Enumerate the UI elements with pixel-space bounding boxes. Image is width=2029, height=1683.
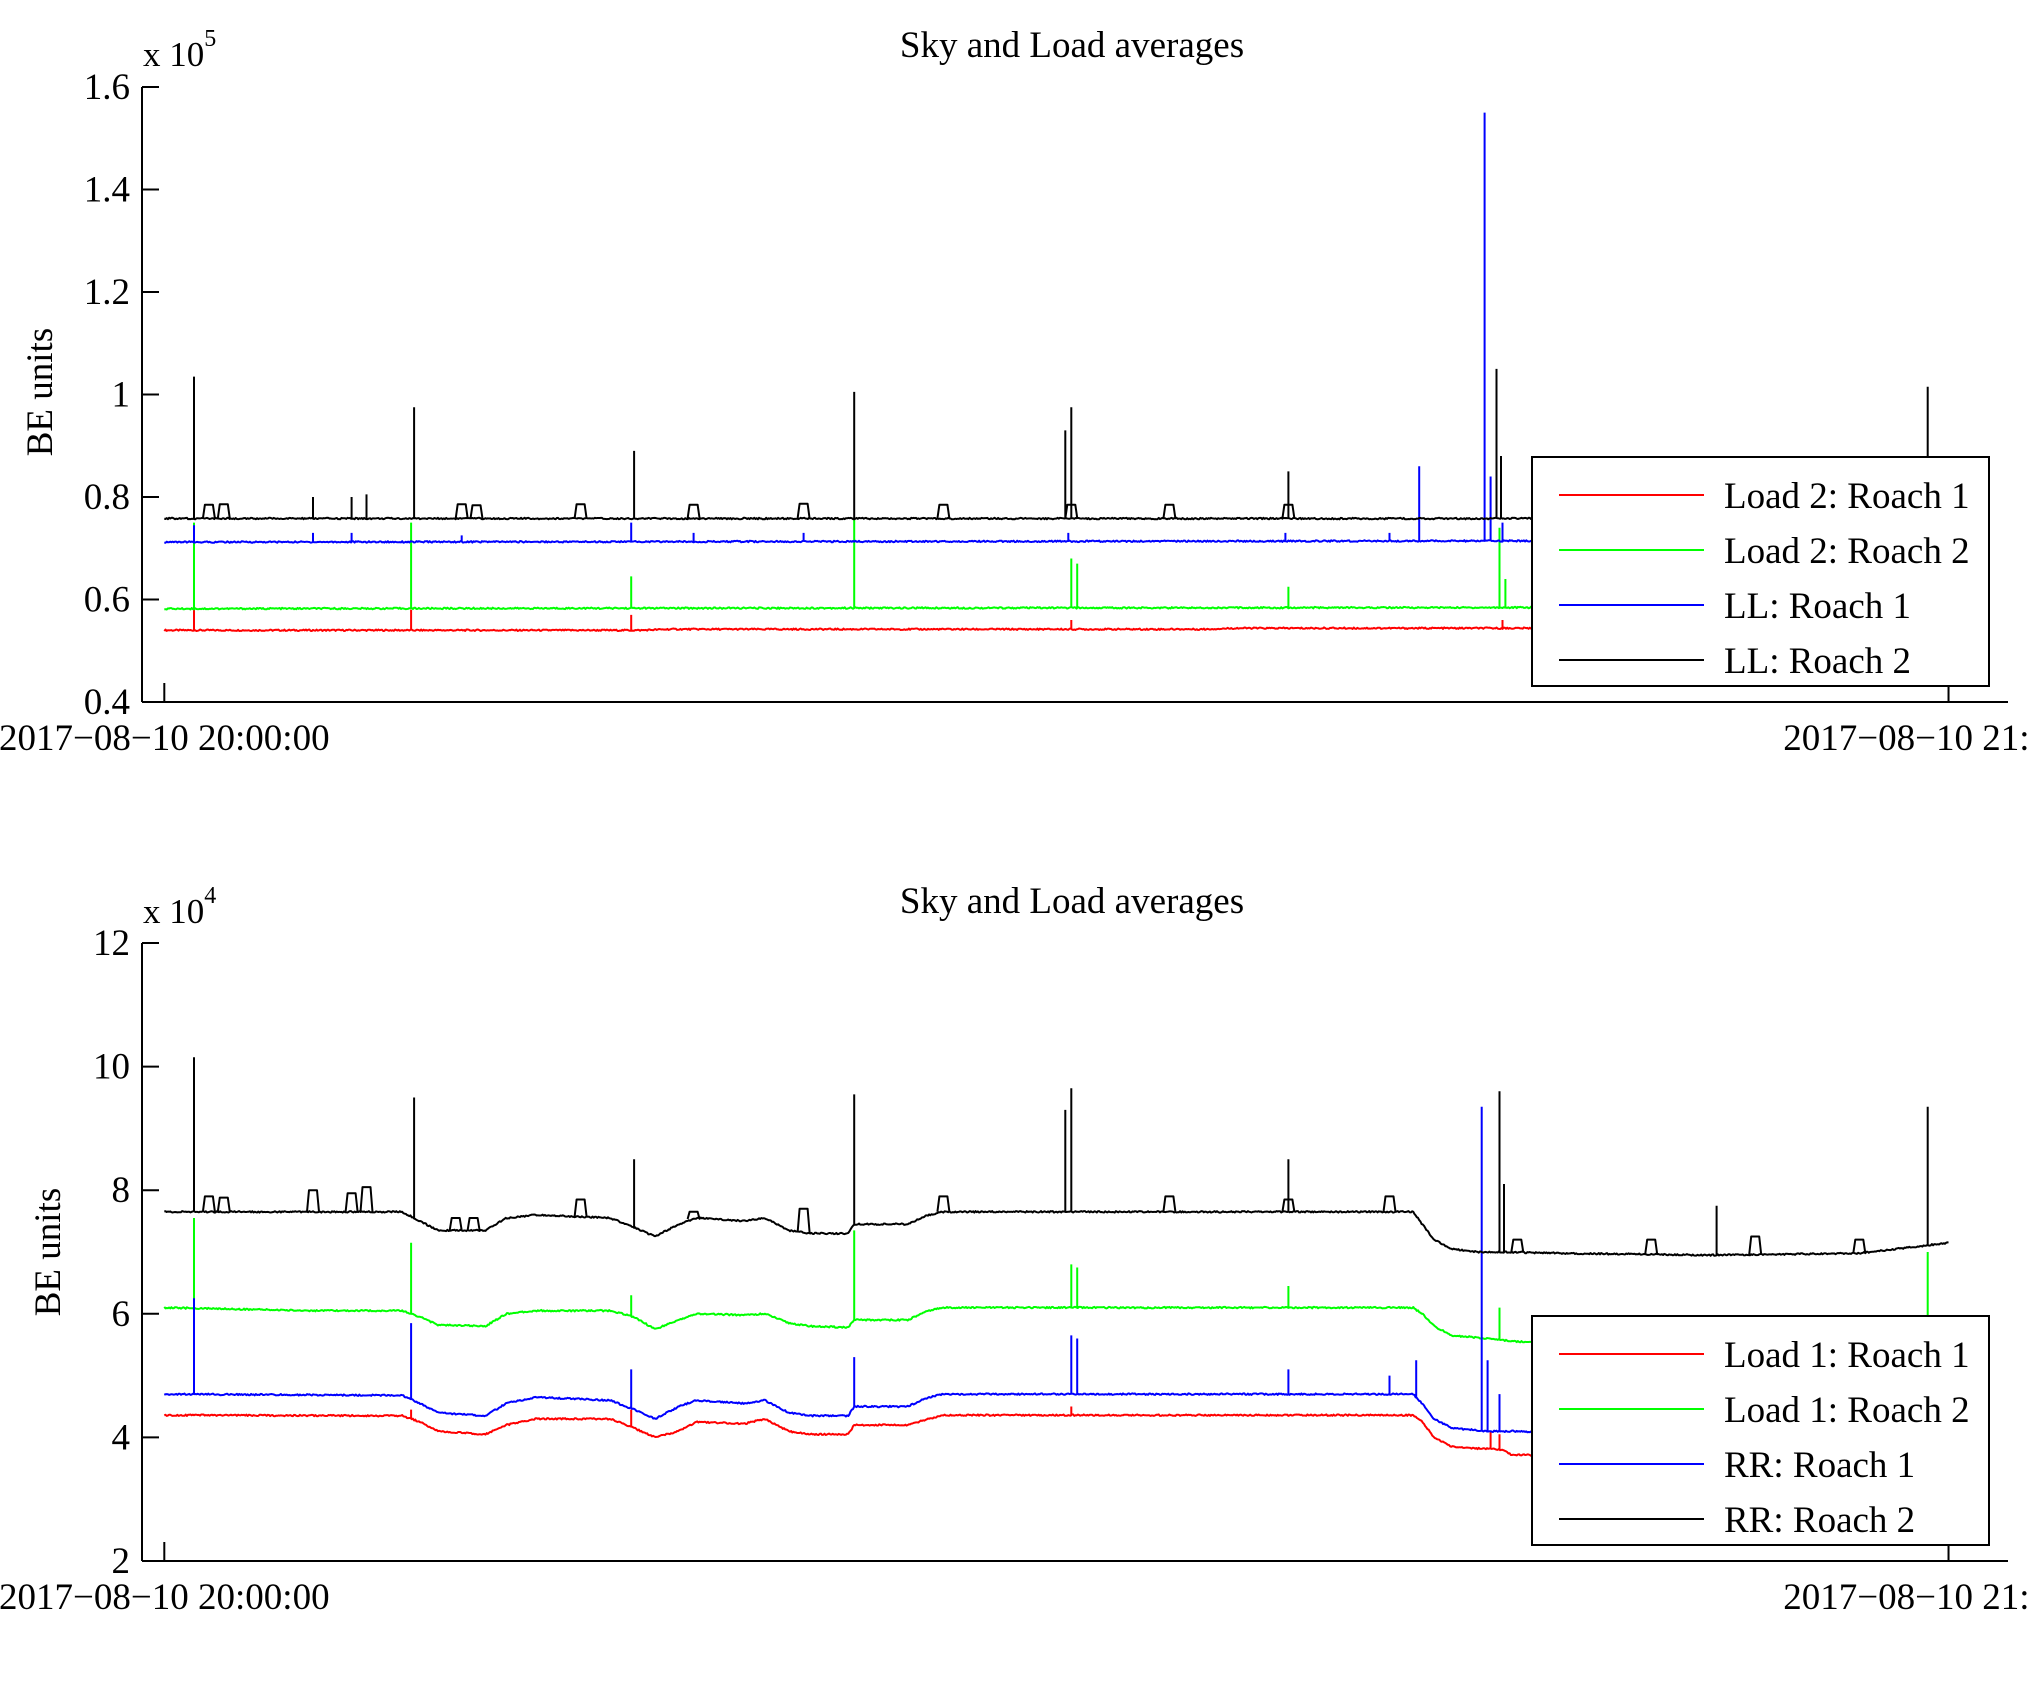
top-plot-area [163,112,1950,632]
bottom-y-tick-label-3: 8 [112,1170,131,1211]
top-y-tick-label-1: 0.6 [84,580,130,621]
top-series-line-3 [163,368,1950,521]
bottom-y-multiplier-base: x 10 [143,892,204,931]
bottom-legend-label-3: RR: Roach 2 [1724,1500,1915,1541]
top-series-line-2 [163,112,1949,544]
top-axes: 0.4 0.6 0.8 1 1.2 1.4 1.6 2017−08−10 20:00:00 20… [0,67,2029,759]
top-legend-label-1: Load 2: Roach 2 [1724,531,1970,572]
top-y-tick-label-5: 1.4 [84,170,130,211]
bottom-x-tick-label-0: 2017−08−10 20:00:00 [0,1577,330,1618]
bottom-series-line-2 [163,1106,1622,1437]
bottom-legend-label-0: Load 1: Roach 1 [1724,1335,1970,1376]
bottom-legend-label-2: RR: Roach 1 [1724,1445,1915,1486]
top-x-tick-label-1: 2017−08−10 21:00:00 [1783,718,2029,759]
bottom-y-tick-label-5: 12 [93,923,130,964]
bottom-legend: Load 1: Roach 1 Load 1: Roach 2 RR: Roach … [1531,1315,1990,1546]
top-series-line-0 [163,609,1949,632]
bottom-chart-title: Sky and Load averages [900,881,1244,922]
bottom-y-tick-label-2: 6 [112,1294,131,1335]
top-legend-label-0: Load 2: Roach 1 [1724,476,1970,517]
bottom-y-tick-label-4: 10 [93,1047,130,1088]
bottom-legend-label-1: Load 1: Roach 2 [1724,1390,1970,1431]
top-legend-label-2: LL: Roach 1 [1724,586,1911,627]
bottom-x-tick-label-1: 2017−08−10 21:00:00 [1783,1577,2029,1618]
top-y-tick-label-6: 1.6 [84,67,130,108]
top-y-axis-label: BE units [20,328,61,457]
top-y-tick-label-4: 1.2 [84,272,130,313]
bottom-axes: 2 4 6 8 10 12 2017−08−10 20:00:00 2017−08−10 21… [0,923,2029,1618]
top-y-tick-label-3: 1 [112,375,131,416]
bottom-y-tick-label-1: 4 [112,1417,131,1458]
top-series-line-1 [164,517,1950,611]
bottom-plot-area [163,1057,1950,1458]
top-y-tick-label-0: 0.4 [84,682,130,723]
top-y-tick-label-2: 0.8 [84,477,130,518]
bottom-y-tick-label-0: 2 [112,1541,131,1582]
top-y-multiplier-exponent: 5 [204,26,216,52]
bottom-series-line-3 [164,1057,1949,1257]
bottom-series-line-1 [163,1218,1950,1347]
top-y-multiplier: x 105 [143,26,216,74]
bottom-y-multiplier-exponent: 4 [204,883,216,909]
top-legend-label-3: LL: Roach 2 [1724,641,1911,682]
bottom-y-axis-label: BE units [28,1188,69,1317]
top-legend: Load 2: Roach 1 Load 2: Roach 2 LL: Roach … [1531,456,1990,687]
top-chart-title: Sky and Load averages [900,25,1244,66]
top-x-tick-label-0: 2017−08−10 20:00:00 [0,718,330,759]
top-chart: Sky and Load averages x 105 BE units 0.4… [0,25,2029,759]
bottom-y-multiplier: x 104 [143,883,216,931]
top-y-multiplier-base: x 10 [143,35,204,74]
bottom-chart: Sky and Load averages x 104 BE units 246… [0,881,2029,1618]
bottom-series-line-0 [163,1406,1622,1458]
